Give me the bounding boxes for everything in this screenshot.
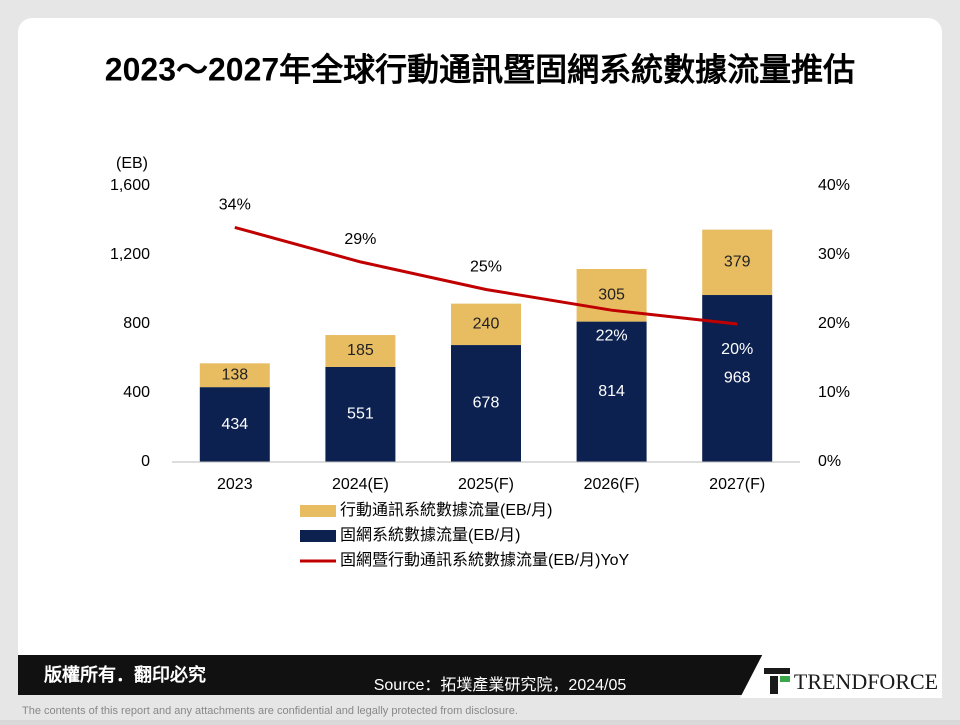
x-tick-label: 2026(F)	[584, 476, 640, 493]
x-tick-label: 2027(F)	[709, 476, 765, 493]
yoy-label: 25%	[470, 259, 502, 276]
bar-segment	[576, 321, 647, 462]
data-label: 185	[347, 342, 374, 359]
logo-mark	[764, 668, 790, 674]
y-tick-label: 0	[141, 453, 150, 470]
y2-tick-label: 20%	[818, 315, 850, 332]
y2-tick-label: 40%	[818, 177, 850, 194]
legend-swatch	[300, 505, 336, 517]
source: Source：拓墣產業研究院，2024/05	[374, 676, 627, 694]
title: 2023～2027年全球行動通訊暨固網系統數據流量推估	[105, 51, 855, 87]
yoy-label: 34%	[219, 197, 251, 214]
data-label: 379	[724, 254, 751, 271]
data-label: 968	[724, 370, 751, 387]
y-unit-label: (EB)	[116, 155, 148, 172]
bar-segment	[451, 303, 521, 346]
yoy-label: 29%	[344, 231, 376, 248]
logo-text: TRENDFORCE	[794, 669, 938, 694]
y2-tick-label: 30%	[818, 246, 850, 263]
bar-segment	[325, 335, 396, 367]
data-label: 551	[347, 406, 374, 423]
bar-segment	[199, 363, 270, 388]
legend-label: 行動通訊系統數據流量(EB/月)	[340, 501, 552, 519]
y-tick-label: 1,200	[110, 246, 150, 263]
yoy-label: 20%	[721, 341, 753, 358]
legend-label: 固網暨行動通訊系統數據流量(EB/月)YoY	[340, 551, 630, 569]
yoy-line	[234, 225, 738, 326]
data-label: 678	[473, 395, 500, 412]
y-tick-label: 400	[123, 384, 150, 401]
bar-segment	[199, 387, 270, 462]
logo-mark	[770, 676, 778, 694]
bar-segment	[325, 366, 396, 462]
logo-panel	[740, 640, 942, 698]
bar-segment	[702, 229, 773, 296]
data-label: 240	[473, 316, 500, 333]
copyright: 版權所有．翻印必究	[44, 664, 206, 685]
y2-tick-label: 10%	[818, 384, 850, 401]
x-tick-label: 2023	[217, 476, 253, 493]
x-tick-label: 2025(F)	[458, 476, 514, 493]
legend-swatch	[300, 530, 336, 542]
data-label: 814	[598, 383, 625, 400]
footer-band	[18, 655, 770, 695]
legend-label: 固網系統數據流量(EB/月)	[340, 526, 520, 544]
yoy-label: 22%	[596, 327, 628, 344]
y-tick-label: 800	[123, 315, 150, 332]
y2-tick-label: 0%	[818, 453, 841, 470]
data-label: 305	[598, 286, 625, 303]
y-tick-label: 1,600	[110, 177, 150, 194]
disclaimer: The contents of this report and any atta…	[22, 705, 518, 717]
x-tick-label: 2024(E)	[332, 476, 389, 493]
data-label: 434	[221, 416, 248, 433]
bar-segment	[451, 345, 521, 462]
logo-mark	[780, 676, 790, 682]
data-label: 138	[221, 366, 248, 383]
